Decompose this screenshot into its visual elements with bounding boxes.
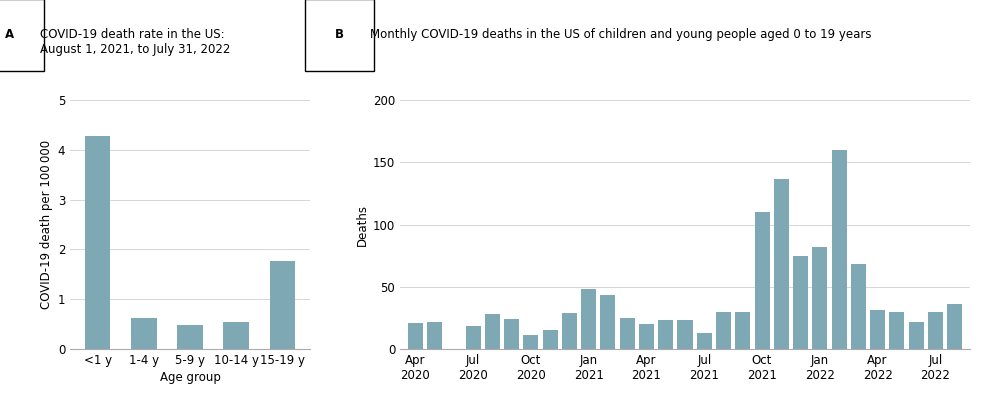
Y-axis label: Deaths: Deaths <box>356 204 369 245</box>
Bar <box>223 322 249 349</box>
Text: B: B <box>335 28 344 41</box>
Bar <box>408 323 423 349</box>
Bar <box>485 314 500 349</box>
Bar <box>523 335 538 349</box>
Text: A: A <box>5 28 14 41</box>
Bar <box>562 313 577 349</box>
Bar <box>466 326 481 349</box>
Text: Monthly COVID-19 deaths in the US of children and young people aged 0 to 19 year: Monthly COVID-19 deaths in the US of chi… <box>370 28 872 41</box>
Bar <box>870 310 885 349</box>
Bar <box>928 312 943 349</box>
Bar <box>755 212 770 349</box>
Bar <box>947 304 962 349</box>
Bar <box>504 319 519 349</box>
Text: COVID-19 death rate in the US:
August 1, 2021, to July 31, 2022: COVID-19 death rate in the US: August 1,… <box>40 28 230 56</box>
Bar <box>889 312 904 349</box>
Bar <box>832 150 847 349</box>
Bar <box>697 333 712 349</box>
X-axis label: Age group: Age group <box>160 371 220 384</box>
Bar <box>270 261 295 349</box>
Bar <box>812 247 827 349</box>
Y-axis label: COVID-19 death per 100 000: COVID-19 death per 100 000 <box>40 140 53 309</box>
Bar <box>177 326 203 349</box>
Bar <box>543 330 558 349</box>
Bar <box>620 318 635 349</box>
Bar <box>85 136 110 349</box>
Bar <box>131 318 157 349</box>
Bar <box>851 264 866 349</box>
Bar <box>735 312 750 349</box>
Bar <box>658 320 673 349</box>
Bar <box>909 322 924 349</box>
Bar <box>716 312 731 349</box>
Bar <box>639 324 654 349</box>
Bar <box>427 322 442 349</box>
Bar <box>581 289 596 349</box>
Bar <box>774 178 789 349</box>
Bar <box>677 320 693 349</box>
Bar <box>600 296 615 349</box>
Bar <box>793 256 808 349</box>
